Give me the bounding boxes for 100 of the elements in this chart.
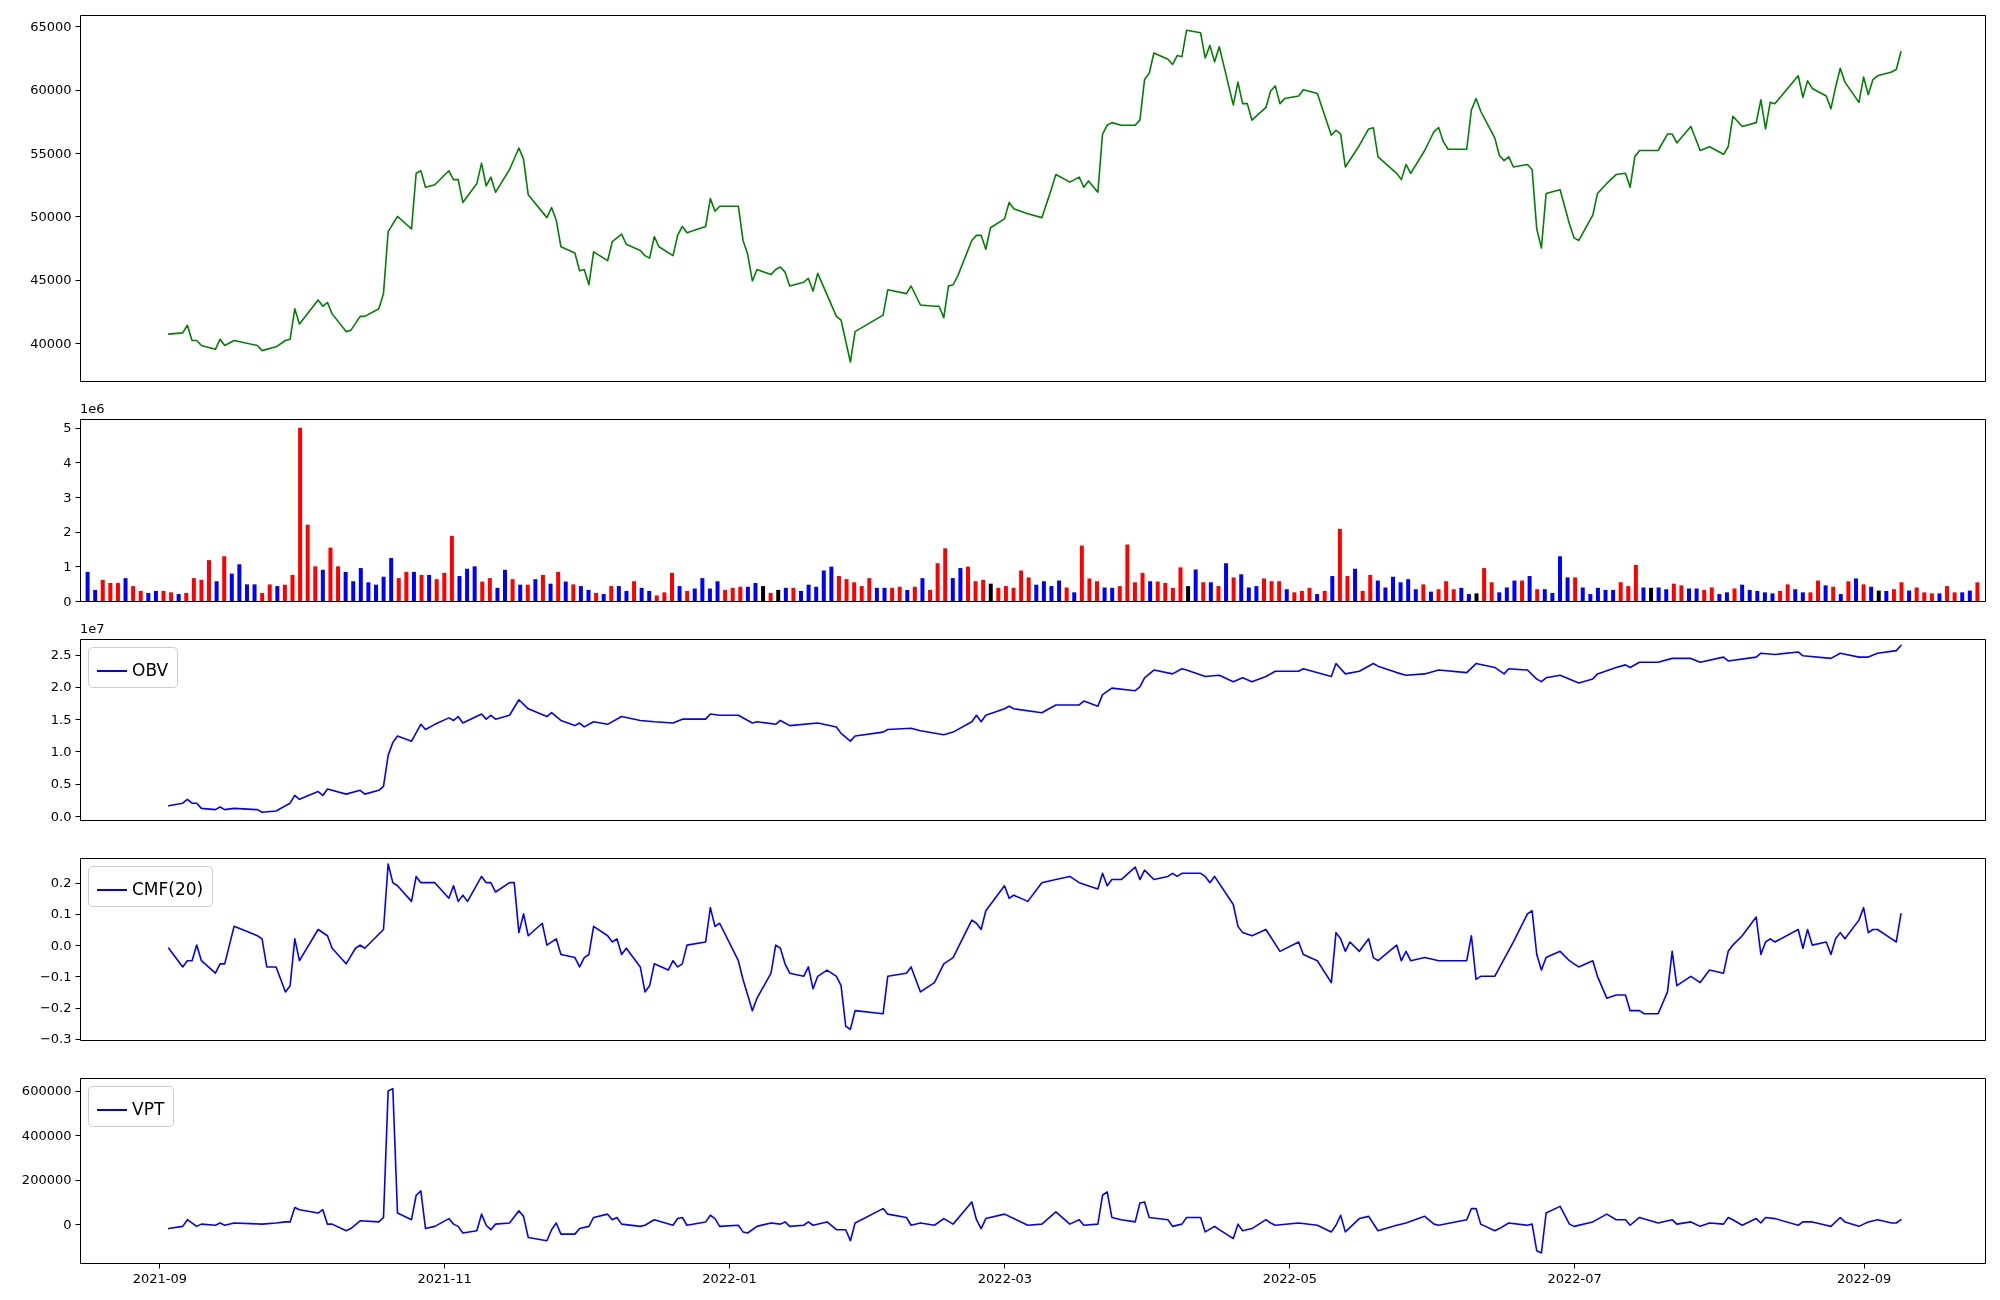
bar	[1869, 586, 1874, 601]
bar	[1595, 587, 1600, 601]
line-series	[167, 644, 1902, 814]
bar	[920, 578, 925, 601]
bar	[1853, 578, 1858, 601]
bar	[874, 587, 879, 601]
y-tick-label: 2.5	[50, 647, 72, 663]
bar	[1778, 590, 1783, 601]
bar	[1193, 569, 1198, 601]
bar	[791, 587, 796, 601]
bar	[525, 584, 530, 601]
bar	[252, 584, 257, 601]
bar	[336, 566, 341, 601]
bar	[1793, 589, 1798, 601]
bar	[1603, 589, 1608, 601]
bar	[1717, 594, 1722, 601]
bar	[890, 587, 895, 601]
bar	[1740, 584, 1745, 601]
bar	[328, 547, 333, 601]
bar	[199, 579, 204, 601]
y-tick-label: 2.0	[50, 679, 72, 695]
bar	[1709, 587, 1714, 601]
y-tick-label: −0.3	[39, 1031, 72, 1047]
bar	[207, 560, 212, 601]
legend-label: VPT	[132, 1099, 165, 1119]
bar	[1482, 568, 1487, 601]
bar	[1816, 580, 1821, 601]
bar	[1413, 589, 1418, 601]
bar	[1421, 584, 1426, 601]
bar	[1588, 594, 1593, 601]
y-tick-label: 0	[63, 593, 72, 609]
bar	[480, 581, 485, 601]
bar	[836, 576, 841, 601]
bar	[1512, 580, 1517, 601]
bar	[935, 563, 940, 601]
bar	[1618, 582, 1623, 601]
bar	[1277, 581, 1282, 601]
bar	[624, 590, 629, 601]
bar	[108, 582, 113, 601]
bar	[1057, 580, 1062, 601]
bar	[844, 579, 849, 601]
bar	[449, 535, 454, 601]
bar	[981, 579, 986, 601]
bar	[1694, 588, 1699, 601]
x-tick-label: 2022-03	[977, 1270, 1033, 1286]
bar	[707, 588, 712, 601]
bar	[1626, 586, 1631, 601]
bar	[138, 590, 143, 601]
bar	[715, 581, 720, 601]
y-tick-label: 1.5	[50, 711, 72, 727]
bar	[1823, 585, 1828, 601]
bar	[153, 590, 158, 601]
bar	[973, 581, 978, 601]
x-tick-label: 2022-05	[1262, 1270, 1317, 1286]
bar	[1299, 590, 1304, 601]
bar	[1808, 592, 1813, 601]
y-tick-label: −0.1	[39, 968, 72, 984]
bar	[540, 575, 545, 601]
bar	[1216, 586, 1221, 601]
bar	[510, 579, 515, 601]
bar	[1345, 576, 1350, 601]
bar	[1747, 589, 1752, 601]
bar	[654, 595, 659, 601]
bar	[799, 590, 804, 601]
line-series	[167, 1087, 1902, 1254]
bar	[867, 578, 872, 601]
y-tick-label: 55000	[30, 145, 72, 161]
bar	[1231, 577, 1236, 601]
bar	[753, 582, 758, 601]
bar	[1368, 575, 1373, 601]
bar	[1049, 586, 1054, 601]
bar	[358, 568, 363, 601]
bar	[723, 589, 728, 601]
y-tick-label: 0.0	[50, 808, 72, 824]
legend-label: OBV	[132, 660, 169, 680]
bar	[427, 575, 432, 601]
bar	[1261, 578, 1266, 601]
bar	[897, 586, 902, 601]
bar	[1163, 582, 1168, 601]
bar	[548, 583, 553, 601]
bar	[806, 584, 811, 601]
bar	[1770, 593, 1775, 601]
bar	[1178, 567, 1183, 601]
y-tick-label: 400000	[21, 1127, 72, 1143]
bar	[1428, 591, 1433, 601]
bar	[267, 584, 272, 601]
bar	[1831, 586, 1836, 601]
bar	[1535, 589, 1540, 601]
bar	[487, 578, 492, 601]
bar	[366, 582, 371, 601]
bar	[434, 579, 439, 601]
bar	[1246, 587, 1251, 601]
bar	[1884, 590, 1889, 601]
bar	[1687, 588, 1691, 601]
x-tick-label: 2021-09	[132, 1270, 188, 1286]
bar	[320, 569, 325, 601]
y-tick-label: −0.2	[39, 1000, 72, 1016]
bar	[472, 566, 477, 601]
bar	[214, 581, 219, 601]
bar	[1838, 594, 1843, 601]
